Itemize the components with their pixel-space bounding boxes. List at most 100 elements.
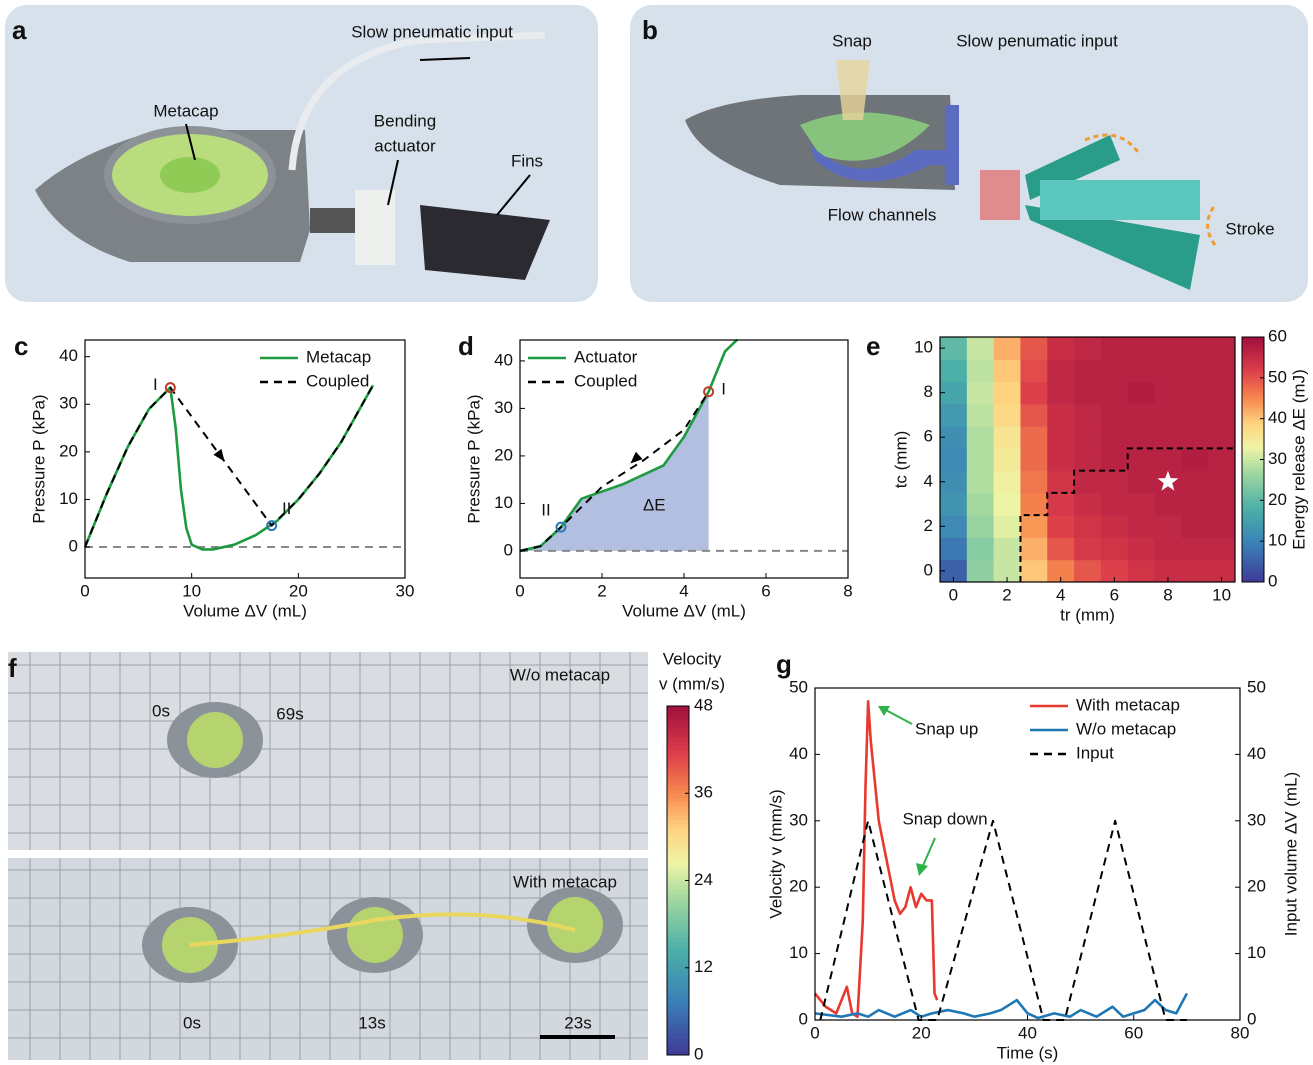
heat-cell	[994, 493, 1021, 516]
annotation-arrowhead	[916, 863, 928, 876]
colorbar-cell	[1242, 368, 1264, 372]
heat-cell	[1208, 426, 1235, 449]
heat-cell	[1128, 471, 1155, 494]
heat-cell	[1208, 359, 1235, 382]
colorbar-cell	[1242, 564, 1264, 568]
colorbar-cell	[1242, 481, 1264, 485]
colorbar-cell	[667, 928, 689, 933]
colorbar-cell	[1242, 512, 1264, 516]
heat-cell	[967, 382, 994, 405]
heat-cell	[1020, 537, 1047, 560]
colorbar-cell	[667, 750, 689, 755]
panel-letter: c	[14, 331, 28, 361]
colorbar-cell	[667, 915, 689, 920]
x-axis-label: tr (mm)	[1060, 605, 1115, 624]
y-tick-label: 10	[914, 338, 933, 357]
heat-cell	[994, 537, 1021, 560]
label: W/o metacap	[510, 665, 610, 684]
heat-cell	[1208, 337, 1235, 360]
colorbar-cell	[667, 850, 689, 855]
heat-cell	[1181, 537, 1208, 560]
colorbar-cell	[667, 933, 689, 938]
heat-cell	[1208, 537, 1235, 560]
colorbar-cell	[1242, 460, 1264, 464]
colorbar-cell	[667, 745, 689, 750]
heat-cell	[1020, 426, 1047, 449]
heat-cell	[1074, 493, 1101, 516]
colorbar-cell	[667, 723, 689, 728]
annotation: Snap down	[902, 809, 987, 828]
heat-cell	[994, 404, 1021, 427]
heat-cell	[1181, 560, 1208, 583]
colorbar-cell	[667, 872, 689, 877]
heat-cell	[1208, 404, 1235, 427]
colorbar-cell	[1242, 484, 1264, 488]
colorbar-cell	[1242, 509, 1264, 513]
colorbar-cell	[1242, 542, 1264, 546]
colorbar-cell	[1242, 450, 1264, 454]
colorbar-cell	[1242, 398, 1264, 402]
colorbar-cell	[1242, 435, 1264, 439]
x-tick-label: 4	[679, 581, 688, 600]
colorbar-cell	[1242, 530, 1264, 534]
heat-cell	[967, 337, 994, 360]
heat-cell	[1155, 337, 1182, 360]
heat-cell	[1181, 404, 1208, 427]
marker-label: I	[153, 375, 158, 394]
heat-cell	[1181, 493, 1208, 516]
colorbar-tick-label: 60	[1268, 326, 1287, 345]
heat-cell	[1181, 359, 1208, 382]
colorbar-label: Energy release ΔE (mJ)	[1289, 369, 1308, 549]
y-tick-label: 4	[924, 471, 933, 490]
y-axis-label: Pressure P (kPa)	[464, 394, 483, 523]
axes-frame	[815, 688, 1240, 1020]
colorbar-cell	[667, 1038, 689, 1043]
heat-cell	[1074, 382, 1101, 405]
colorbar-cell	[667, 754, 689, 759]
colorbar-tick-label: 10	[1268, 531, 1287, 550]
colorbar-cell	[667, 1007, 689, 1012]
colorbar-cell	[1242, 536, 1264, 540]
label: Snap	[832, 31, 872, 50]
colorbar-cell	[1242, 420, 1264, 424]
colorbar-cell	[667, 863, 689, 868]
marker-label: II	[282, 499, 291, 518]
heat-cell	[1101, 404, 1128, 427]
heat-cell	[1128, 493, 1155, 516]
y2-tick-label: 30	[1247, 810, 1266, 829]
colorbar-cell	[1242, 545, 1264, 549]
panel-letter: d	[458, 331, 474, 361]
heat-cell	[1074, 404, 1101, 427]
colorbar-cell	[1242, 426, 1264, 430]
heat-cell	[1074, 448, 1101, 471]
heat-cell	[1074, 337, 1101, 360]
colorbar-tick-label: 24	[694, 870, 713, 889]
y-tick-label: 0	[924, 560, 933, 579]
x-tick-label: 6	[1110, 585, 1119, 604]
colorbar-cell	[667, 1033, 689, 1038]
heat-cell	[1074, 560, 1101, 583]
heat-cell	[940, 493, 967, 516]
colorbar-cell	[1242, 567, 1264, 571]
inlet	[945, 105, 959, 185]
colorbar-cell	[667, 907, 689, 912]
colorbar-tick-label: 36	[694, 783, 713, 802]
label: With metacap	[513, 872, 617, 891]
heat-cell	[967, 426, 994, 449]
colorbar-cell	[667, 758, 689, 763]
heat-cell	[1047, 382, 1074, 405]
heat-cell	[1101, 382, 1128, 405]
colorbar-cell	[667, 824, 689, 829]
colorbar-cell	[1242, 371, 1264, 375]
heat-cell	[1101, 537, 1128, 560]
colorbar-cell	[667, 846, 689, 851]
colorbar-cell	[1242, 441, 1264, 445]
y-axis-label: Pressure P (kPa)	[29, 394, 48, 523]
panel-letter: b	[642, 15, 658, 45]
heat-cell	[1047, 515, 1074, 538]
colorbar-cell	[1242, 392, 1264, 396]
heat-cell	[1074, 515, 1101, 538]
colorbar-cell	[1242, 515, 1264, 519]
colorbar-cell	[1242, 383, 1264, 387]
legend-label: Coupled	[306, 371, 369, 390]
